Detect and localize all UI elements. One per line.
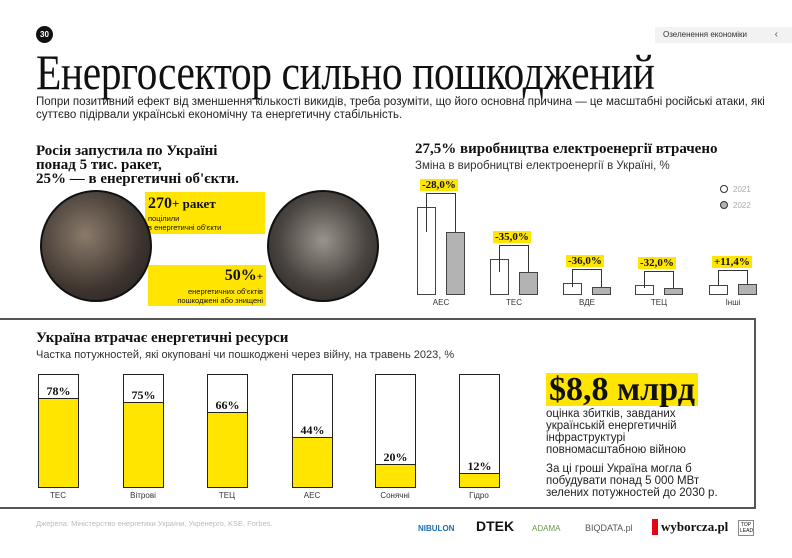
legend-swatch: [720, 201, 728, 209]
bar-2022: [738, 283, 757, 295]
resource-value: 20%: [383, 450, 408, 465]
heading-line: Росія запустила по Україні: [36, 143, 218, 159]
category-label: ТЕЦ: [218, 491, 236, 500]
logo-toplead: TOP LEAD: [738, 520, 754, 536]
change-label: +11,4%: [712, 255, 752, 268]
legend-label: 2021: [733, 185, 751, 194]
damage-text: оцінка збитків, завданих українській ене…: [546, 408, 686, 456]
heading-line: понад 5 тис. ракет,: [36, 157, 162, 173]
legend-swatch: [720, 185, 728, 193]
stat-text: поцілили: [148, 214, 180, 223]
category-label: Вітрові: [130, 491, 156, 500]
damage-amount: $8,8 млрд: [546, 373, 698, 407]
chevron-left-icon[interactable]: ‹: [774, 29, 778, 40]
damage-note: За ці гроші Україна могла б побудувати п…: [546, 463, 718, 499]
change-bracket: [644, 271, 674, 289]
production-chart-title: 27,5% виробництва електроенергії втрачен…: [415, 141, 718, 157]
stat-rockets: 270+ ракет поцілили в енергетичні об'єкти: [145, 192, 265, 234]
resource-bar-fill: [39, 398, 78, 487]
lead-text: Попри позитивний ефект від зменшення кіл…: [36, 96, 765, 121]
stat-text: в енергетичні об'єкти: [148, 223, 222, 232]
bar-2022: [446, 231, 465, 295]
stat-text: енергетичних об'єктів: [187, 287, 263, 296]
destroyed-plant-photo: [267, 190, 379, 302]
legend-label: 2022: [733, 201, 751, 210]
logo-biqdata: BIQDATA.pl: [585, 523, 633, 533]
logo-adama: ADAMA: [532, 524, 561, 533]
production-chart-subtitle: Зміна в виробництві електроенергії в Укр…: [415, 160, 670, 172]
resources-chart-title: Україна втрачає енергетичні ресурси: [36, 330, 289, 346]
page-title: Енергосектор сильно пошкоджений: [36, 44, 655, 100]
resource-bar: 44%: [292, 374, 333, 488]
logo-wyborcza: wyborcza.pl: [652, 519, 728, 535]
damaged-plant-photo: [40, 190, 152, 302]
change-bracket: [572, 268, 602, 288]
resource-bar: 78%: [38, 374, 79, 488]
sources: Джерела: Міністерство енергетики України…: [36, 519, 273, 528]
logo-dtek: DTEK: [476, 518, 515, 534]
change-label: -35,0%: [493, 231, 531, 244]
legend-item-2021: 2021: [720, 182, 751, 198]
bar-2022: [592, 287, 611, 295]
category-label: Гідро: [469, 491, 489, 500]
stat-objects: 50%+ енергетичних об'єктів пошкоджені або…: [148, 265, 266, 306]
resource-bar-fill: [124, 401, 163, 487]
resources-panel: [0, 318, 756, 509]
stat-value: 50%: [224, 267, 257, 284]
category-label: ТЕС: [50, 491, 66, 500]
logo-nibulon: NIBULON: [418, 524, 455, 533]
resource-bar-fill: [460, 473, 499, 487]
heading-line: 25% — в енергетичні об'єкти.: [36, 171, 240, 187]
resource-bar: 75%: [123, 374, 164, 488]
bar-2022: [519, 271, 538, 295]
page-number-badge: 30: [36, 26, 53, 43]
category-label: ВДЕ: [579, 298, 595, 307]
bar-2021: [709, 284, 728, 295]
category-label: Інші: [725, 298, 741, 307]
category-label: Сонячні: [380, 491, 410, 500]
legend-item-2022: 2022: [720, 198, 751, 214]
resource-bar-fill: [376, 464, 415, 487]
bar-2022: [664, 288, 683, 295]
legend: 2021 2022: [720, 182, 751, 214]
section-tab[interactable]: Озеленення економіки ‹: [655, 27, 792, 43]
change-bracket: [499, 245, 529, 272]
change-label: -32,0%: [638, 257, 676, 270]
stat-text: пошкоджені або знищені: [177, 296, 263, 305]
category-label: ТЕС: [506, 298, 522, 307]
resource-bar: 66%: [207, 374, 248, 488]
stat-suffix: + ракет: [172, 196, 216, 211]
change-bracket: [426, 193, 456, 232]
resource-bar: 12%: [459, 374, 500, 488]
resource-bar: 20%: [375, 374, 416, 488]
stat-suffix: +: [256, 271, 263, 283]
resource-value: 78%: [46, 384, 71, 399]
category-label: АЕС: [303, 491, 321, 500]
resource-value: 75%: [131, 387, 156, 402]
resource-value: 66%: [215, 397, 240, 412]
resource-value: 12%: [467, 459, 492, 474]
change-label: -28,0%: [420, 179, 458, 192]
section-label: Озеленення економіки: [663, 30, 747, 39]
resource-bar-fill: [208, 411, 247, 487]
change-bracket: [718, 269, 748, 285]
stat-value: 270: [148, 195, 172, 212]
attacks-heading: Росія запустила по Україні понад 5 тис. …: [36, 143, 240, 187]
change-label: -36,0%: [566, 254, 604, 267]
category-label: АЕС: [432, 298, 450, 307]
resource-value: 44%: [300, 422, 325, 437]
resources-chart-subtitle: Частка потужностей, які окуповані чи пош…: [36, 349, 455, 361]
resource-bar-fill: [293, 436, 332, 487]
category-label: ТЕЦ: [650, 298, 668, 307]
